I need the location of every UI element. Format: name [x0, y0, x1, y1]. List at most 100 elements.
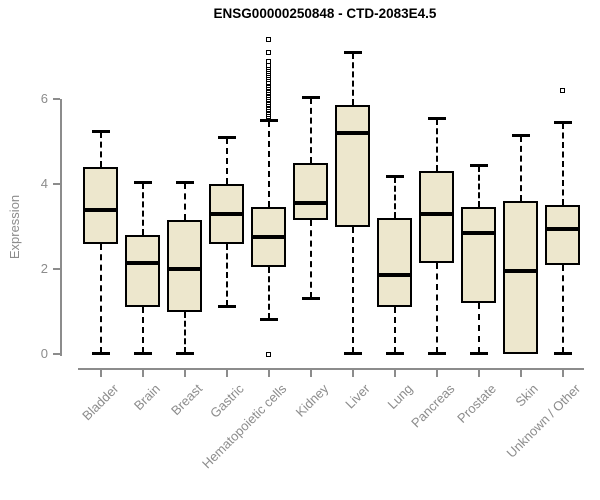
x-label-hematopoietic-cells: Hematopoietic cells [198, 381, 290, 472]
x-label-prostate: Prostate [454, 381, 500, 426]
outlier-unknown-other-0 [560, 88, 565, 93]
median-prostate [461, 230, 496, 235]
upper-cap-brain [133, 180, 152, 184]
lower-cap-breast [175, 352, 194, 355]
upper-whisker-bladder [99, 131, 102, 167]
y-tick-4 [53, 183, 60, 185]
median-unknown-other [545, 226, 580, 231]
box-pancreas [419, 171, 454, 263]
y-tick-label-0: 0 [40, 346, 48, 361]
upper-whisker-hematopoietic-cells [267, 121, 270, 208]
lower-whisker-liver [351, 226, 354, 353]
box-unknown-other [545, 205, 580, 265]
upper-whisker-pancreas [435, 119, 438, 172]
upper-cap-bladder [91, 129, 110, 133]
median-lung [377, 273, 412, 278]
x-label-brain: Brain [131, 381, 164, 414]
upper-cap-breast [175, 180, 194, 184]
x-label-unknown-other: Unknown / Other [503, 381, 584, 461]
box-prostate [461, 207, 496, 303]
lower-whisker-lung [393, 307, 396, 353]
x-tick-gastric [225, 368, 228, 377]
median-skin [503, 269, 538, 274]
lower-whisker-bladder [99, 243, 102, 353]
x-axis-line [78, 368, 584, 370]
upper-cap-pancreas [427, 117, 446, 121]
x-tick-kidney [309, 368, 312, 377]
x-tick-pancreas [435, 368, 438, 377]
lower-whisker-prostate [477, 303, 480, 353]
upper-whisker-kidney [309, 97, 312, 163]
y-tick-label-4: 4 [40, 176, 48, 191]
lower-cap-bladder [91, 352, 110, 355]
x-tick-brain [141, 368, 144, 377]
median-hematopoietic-cells [251, 235, 286, 240]
y-tick-label-6: 6 [40, 91, 48, 106]
median-liver [335, 131, 370, 135]
upper-cap-skin [511, 134, 530, 138]
lower-cap-kidney [301, 296, 320, 300]
upper-whisker-liver [351, 53, 354, 106]
x-tick-bladder [99, 368, 102, 377]
box-skin [503, 201, 538, 354]
outlier-hematopoietic-cells-30 [266, 59, 271, 65]
lower-whisker-breast [183, 311, 186, 353]
lower-cap-hematopoietic-cells [259, 318, 278, 321]
lower-cap-pancreas [427, 352, 446, 355]
lower-whisker-pancreas [435, 262, 438, 353]
lower-whisker-gastric [225, 243, 228, 307]
median-breast [167, 267, 202, 271]
x-label-skin: Skin [512, 381, 542, 410]
median-pancreas [419, 211, 454, 216]
box-kidney [293, 162, 328, 221]
y-tick-label-2: 2 [40, 261, 48, 276]
x-label-lung: Lung [384, 381, 416, 413]
upper-cap-kidney [301, 95, 320, 99]
x-label-kidney: Kidney [292, 381, 332, 420]
box-brain [125, 235, 160, 308]
upper-cap-gastric [217, 136, 236, 140]
upper-whisker-prostate [477, 165, 480, 208]
box-breast [167, 220, 202, 312]
lower-cap-prostate [469, 352, 488, 355]
upper-cap-lung [385, 174, 404, 178]
chart-title: ENSG00000250848 - CTD-2083E4.5 [213, 6, 437, 21]
y-axis-line [60, 99, 62, 356]
upper-whisker-breast [183, 182, 186, 221]
y-tick-6 [53, 98, 60, 100]
x-tick-unknown-other [561, 368, 564, 377]
x-tick-prostate [477, 368, 480, 377]
median-brain [125, 260, 160, 265]
x-label-gastric: Gastric [207, 381, 248, 421]
outlier-hematopoietic-cells-32 [266, 37, 271, 42]
median-bladder [83, 207, 118, 212]
lower-cap-unknown-other [553, 352, 572, 355]
upper-cap-prostate [469, 163, 488, 167]
lower-whisker-unknown-other [561, 264, 564, 353]
lower-cap-brain [133, 352, 152, 355]
upper-whisker-unknown-other [561, 123, 564, 206]
upper-cap-liver [343, 51, 362, 55]
x-tick-breast [183, 368, 186, 377]
upper-whisker-lung [393, 176, 396, 218]
box-bladder [83, 167, 118, 244]
upper-whisker-gastric [225, 138, 228, 184]
median-gastric [209, 211, 244, 216]
outlier-hematopoietic-cells-31 [266, 49, 271, 55]
box-liver [335, 105, 370, 227]
y-tick-0 [53, 353, 60, 355]
y-tick-2 [53, 268, 60, 270]
x-label-liver: Liver [342, 381, 374, 412]
lower-whisker-kidney [309, 220, 312, 298]
upper-whisker-brain [141, 182, 144, 235]
x-tick-hematopoietic-cells [267, 368, 270, 377]
outlier-hematopoietic-cells-0 [266, 351, 271, 357]
x-label-pancreas: Pancreas [407, 381, 458, 431]
x-label-breast: Breast [167, 381, 206, 419]
lower-cap-lung [385, 352, 404, 355]
lower-whisker-hematopoietic-cells [267, 266, 270, 319]
lower-cap-liver [343, 352, 362, 355]
upper-cap-hematopoietic-cells [259, 119, 278, 123]
